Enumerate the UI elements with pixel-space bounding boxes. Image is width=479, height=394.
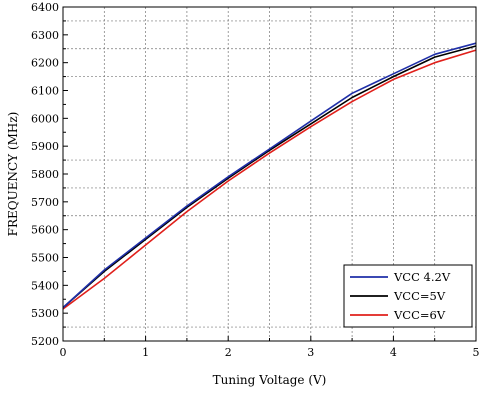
y-tick-label: 5500 [31,252,59,265]
y-tick-label: 5200 [31,335,59,348]
x-axis-label: Tuning Voltage (V) [213,373,327,387]
y-tick-label: 5600 [31,224,59,237]
axis-ticks: 5200 5300 5400 5500 5600 5700 5800 5900 6000 6100… [31,1,479,359]
y-tick-label: 5400 [31,279,59,292]
x-tick-label: 0 [60,346,67,359]
x-tick-label: 1 [142,346,149,359]
y-tick-label: 5700 [31,196,59,209]
x-tick-label: 3 [307,346,314,359]
y-tick-label: 6200 [31,57,59,70]
y-tick-label: 5800 [31,168,59,181]
legend-entry: VCC=6V [393,308,446,322]
y-tick-label: 5900 [31,140,59,153]
x-tick-label: 2 [225,346,232,359]
legend-entry: VCC 4.2V [393,270,451,284]
grid [63,7,476,341]
x-tick-label: 5 [473,346,479,359]
series-line [62,49,477,310]
y-tick-label: 6100 [31,85,59,98]
legend-entry: VCC=5V [393,289,446,303]
x-tick-label: 4 [390,346,397,359]
series-line [62,45,477,309]
y-tick-label: 6000 [31,112,59,125]
y-tick-label: 6400 [31,1,59,14]
y-axis-label: FREQUENCY (MHz) [6,112,20,237]
series-lines [62,42,477,310]
y-tick-label: 5300 [31,307,59,320]
legend: VCC 4.2V VCC=5V VCC=6V [343,264,473,328]
series-line [62,42,477,309]
y-tick-label: 6300 [31,29,59,42]
